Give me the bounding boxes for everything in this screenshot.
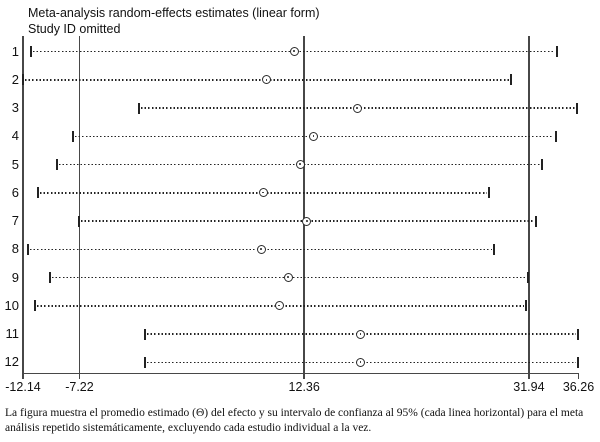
chart-subtitle: Study ID omitted bbox=[28, 22, 121, 36]
x-axis-tick bbox=[303, 374, 305, 379]
study-label: 4 bbox=[11, 128, 19, 144]
estimate-marker bbox=[302, 216, 312, 226]
estimate-marker-dot bbox=[312, 135, 315, 137]
ci-cap-right bbox=[527, 272, 530, 284]
ci-cap-right bbox=[555, 130, 557, 142]
x-axis-line bbox=[22, 372, 580, 375]
ci-cap-left bbox=[37, 187, 40, 199]
reference-line bbox=[78, 36, 81, 375]
x-axis-tick bbox=[78, 374, 81, 379]
y-axis-line bbox=[22, 36, 24, 375]
study-label: 1 bbox=[11, 43, 19, 59]
estimate-marker bbox=[258, 188, 268, 198]
ci-cap-left bbox=[22, 74, 25, 86]
estimate-marker bbox=[356, 329, 366, 339]
ci-cap-right bbox=[488, 187, 491, 199]
study-label: 7 bbox=[11, 213, 19, 229]
estimate-marker bbox=[256, 244, 266, 254]
reference-line bbox=[303, 36, 305, 375]
estimate-marker bbox=[289, 47, 299, 57]
ci-cap-right bbox=[535, 215, 538, 227]
x-tick-label: -12.14 bbox=[5, 379, 41, 394]
ci-cap-right bbox=[576, 328, 579, 340]
x-tick-label: 12.36 bbox=[288, 379, 320, 394]
plot-area: -12.14 -7.22 12.36 31.94 36.26 1 2 3 4 5 6 7 8 9 10 11 1… bbox=[4, 36, 595, 394]
ci-cap-right bbox=[493, 243, 496, 255]
ci-cap-right bbox=[510, 74, 513, 86]
estimate-marker bbox=[352, 103, 362, 113]
ci-cap-left bbox=[138, 102, 141, 114]
estimate-marker-dot bbox=[287, 276, 290, 279]
ci-cap-left bbox=[144, 356, 147, 368]
study-label: 5 bbox=[11, 156, 19, 172]
estimate-marker bbox=[284, 273, 294, 283]
ci-cap-left bbox=[30, 46, 33, 58]
ci-cap-left bbox=[144, 328, 147, 340]
reference-line bbox=[528, 36, 530, 375]
estimate-marker-dot bbox=[293, 50, 295, 53]
ci-cap-left bbox=[48, 272, 51, 284]
study-label: 8 bbox=[11, 241, 19, 257]
ci-cap-right bbox=[576, 356, 579, 368]
estimate-marker-dot bbox=[359, 361, 362, 363]
estimate-marker-dot bbox=[262, 191, 264, 194]
study-label: 3 bbox=[11, 100, 19, 116]
estimate-marker-dot bbox=[265, 78, 268, 81]
caption-text: La figura muestra el promedio estimado (… bbox=[5, 407, 584, 434]
ci-cap-right bbox=[575, 102, 578, 114]
estimate-marker-dot bbox=[305, 219, 308, 222]
estimate-marker bbox=[262, 75, 272, 85]
ci-cap-right bbox=[556, 46, 559, 58]
estimate-marker bbox=[309, 131, 319, 141]
x-tick-label: -7.22 bbox=[65, 379, 94, 394]
ci-cap-left bbox=[27, 243, 30, 255]
estimate-marker bbox=[274, 301, 284, 311]
ci-cap-left bbox=[33, 300, 36, 312]
estimate-marker-dot bbox=[259, 248, 262, 250]
study-label: 10 bbox=[4, 297, 19, 313]
estimate-marker-dot bbox=[356, 106, 359, 109]
estimate-marker-dot bbox=[359, 332, 362, 335]
estimate-marker-dot bbox=[298, 163, 301, 166]
x-tick-label: 36.26 bbox=[562, 379, 595, 394]
estimate-marker-dot bbox=[278, 304, 280, 307]
x-axis-tick bbox=[528, 374, 530, 379]
study-label: 11 bbox=[5, 326, 20, 342]
x-axis-tick bbox=[22, 374, 24, 379]
study-label: 2 bbox=[11, 71, 19, 87]
x-axis-tick bbox=[577, 374, 580, 379]
ci-cap-left bbox=[77, 215, 80, 227]
study-label: 6 bbox=[11, 184, 19, 200]
ci-cap-right bbox=[541, 159, 544, 171]
ci-cap-right bbox=[525, 300, 528, 312]
study-label: 9 bbox=[11, 269, 19, 285]
study-label: 12 bbox=[4, 354, 19, 370]
estimate-marker bbox=[356, 357, 366, 367]
ci-cap-left bbox=[55, 159, 58, 171]
chart-title: Meta-analysis random-effects estimates (… bbox=[28, 6, 320, 20]
x-tick-label: 31.94 bbox=[513, 379, 545, 394]
estimate-marker bbox=[295, 160, 305, 170]
ci-cap-left bbox=[71, 130, 74, 142]
